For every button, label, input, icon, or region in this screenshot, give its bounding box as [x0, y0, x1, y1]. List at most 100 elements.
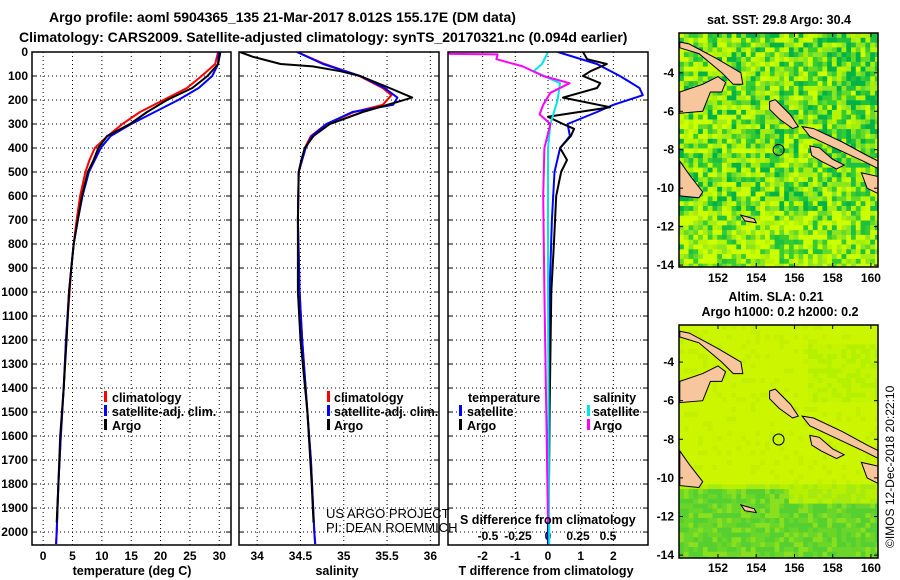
map-cell [808, 450, 814, 456]
map-cell [741, 90, 747, 96]
map-cell [808, 81, 814, 87]
map-cell [769, 489, 775, 495]
map-cell [745, 440, 752, 446]
map-cell [822, 191, 828, 197]
map-cell [683, 527, 689, 533]
map-cell [769, 90, 775, 96]
map-cell [774, 498, 780, 504]
map-cell [683, 143, 689, 149]
map-cell [808, 119, 814, 125]
map-cell [836, 206, 842, 212]
map-cell [860, 124, 866, 130]
map-cell [712, 172, 718, 178]
map-cell [736, 537, 742, 543]
map-cell [865, 421, 871, 427]
map-cell [760, 129, 766, 135]
map-cell [788, 95, 795, 101]
map-cell [717, 105, 723, 111]
map-cell [822, 358, 828, 364]
map-cell [812, 339, 818, 345]
map-cell [779, 503, 785, 509]
map-cell [755, 373, 761, 379]
depth-tick-label: 1600 [1, 429, 28, 443]
map-cell [846, 71, 852, 77]
map-cell [817, 368, 823, 374]
map-cell [784, 440, 790, 446]
map-cell [841, 363, 847, 369]
map-cell [707, 225, 713, 231]
map-cell [851, 42, 857, 48]
map-cell [788, 249, 795, 255]
map-cell [765, 387, 771, 393]
map-cell [846, 527, 852, 533]
map-cell [702, 148, 709, 154]
map-cell [784, 258, 790, 265]
map-cell [741, 411, 747, 418]
map-cell [836, 100, 842, 106]
map-cell [855, 518, 861, 524]
map-cell [750, 493, 756, 500]
map-cell [760, 33, 766, 39]
map-cell [874, 358, 878, 364]
map-cell [698, 206, 704, 212]
map-cell [726, 215, 732, 221]
map-cell [793, 100, 799, 106]
map-cell [679, 431, 685, 437]
map-cell [812, 162, 818, 168]
map-cell [769, 158, 775, 164]
map-cell [736, 186, 742, 192]
map-cell [779, 210, 785, 217]
map-cell [827, 518, 833, 524]
map-cell [760, 542, 766, 548]
map-cell [726, 349, 732, 355]
map-cell [784, 358, 790, 364]
map-cell [851, 196, 857, 202]
map-cell [870, 234, 876, 241]
map-cell [784, 138, 790, 144]
map-cell [698, 119, 704, 125]
map-cell [712, 387, 718, 393]
map-cell [765, 479, 771, 485]
map-cell [707, 234, 713, 241]
map-cell [717, 143, 723, 149]
map-cell [755, 225, 761, 231]
map-cell [784, 522, 790, 529]
map-cell [712, 542, 718, 548]
map-cell [722, 527, 728, 533]
map-cell [827, 411, 833, 418]
map-cell [855, 119, 861, 125]
map-cell [698, 498, 704, 504]
map-cell [827, 186, 833, 192]
map-cell [679, 537, 685, 543]
map-cell [779, 349, 785, 355]
map-cell [717, 234, 723, 241]
map-cell [707, 527, 713, 533]
map-cell [698, 421, 704, 427]
map-cell [798, 325, 804, 331]
map-cell [688, 513, 694, 519]
map-cell [722, 230, 728, 236]
map-cell [679, 239, 685, 245]
map-cell [717, 537, 723, 543]
series-line-climatology [55, 52, 220, 545]
map-cell [779, 66, 785, 72]
map-cell [793, 382, 799, 389]
map-cell [827, 349, 833, 355]
map-cell [745, 402, 752, 408]
map-cell [851, 334, 857, 340]
map-cell [784, 124, 790, 130]
map-cell [798, 455, 804, 461]
map-cell [870, 344, 876, 350]
map-cell [760, 373, 766, 379]
map-cell [779, 474, 785, 480]
map-cell [683, 421, 689, 427]
map-cell [831, 85, 838, 92]
map-cell [803, 387, 809, 393]
map-cell [841, 124, 847, 130]
map-cell [741, 225, 747, 231]
map-cell [755, 407, 761, 413]
map-cell [741, 220, 747, 226]
map-cell [698, 455, 704, 461]
map-cell [870, 153, 876, 159]
map-cell [793, 325, 799, 331]
